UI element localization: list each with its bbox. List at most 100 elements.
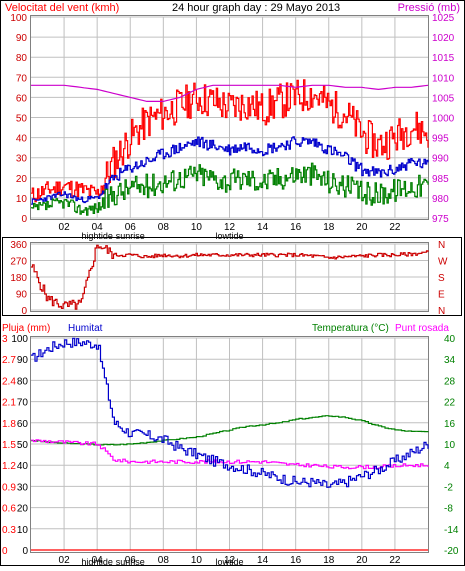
pressure-y-tick: 1005 xyxy=(432,93,455,104)
wind-label: Velocitat del vent (kmh) xyxy=(5,2,119,14)
event-label-humidity: lowtide xyxy=(215,557,243,566)
direction-y-tick: 180 xyxy=(10,273,27,284)
pressure-line xyxy=(31,84,429,102)
x-tick-label-wind: 02 xyxy=(59,222,71,233)
direction-y-tick: 270 xyxy=(10,257,27,268)
direction-y-tick: 360 xyxy=(10,240,27,251)
temperature-y-tick: 28 xyxy=(444,376,456,387)
x-tick-label-humidity: 22 xyxy=(389,555,401,566)
dewpoint-line xyxy=(31,439,429,470)
rain-y-tick: 2.1 xyxy=(2,398,16,409)
x-tick-label-wind: 04 xyxy=(92,222,104,233)
direction-y-tick: 0 xyxy=(21,306,27,317)
wind-direction-line xyxy=(31,244,429,310)
temperature-y-tick: 22 xyxy=(444,398,456,409)
direction-letter: E xyxy=(438,290,445,301)
x-tick-label-wind: 16 xyxy=(290,222,302,233)
x-tick-label-humidity: 16 xyxy=(290,555,302,566)
rain-y-tick: 0.3 xyxy=(2,525,16,536)
wind-y-tick: 30 xyxy=(16,154,28,165)
x-tick-label-humidity: 04 xyxy=(92,555,104,566)
temperature-y-tick: 34 xyxy=(444,355,456,366)
humidity-y-tick: 30 xyxy=(17,482,29,493)
wind-y-tick: 40 xyxy=(16,134,28,145)
humidity-line xyxy=(31,337,429,488)
x-tick-label-wind: 22 xyxy=(389,222,401,233)
temperature-y-tick: -20 xyxy=(444,546,459,557)
direction-letter: S xyxy=(438,273,445,284)
humidity-y-tick: 50 xyxy=(17,440,29,451)
wind-y-tick: 0 xyxy=(21,214,27,225)
rain-y-tick: 0 xyxy=(2,546,8,557)
x-tick-label-wind: 20 xyxy=(356,222,368,233)
humidity-y-tick: 0 xyxy=(22,546,28,557)
rain-y-tick: 0.9 xyxy=(2,482,16,493)
pressure-y-tick: 1020 xyxy=(432,33,455,44)
x-tick-label-wind: 06 xyxy=(125,222,137,233)
event-label-wind: lowtide xyxy=(215,231,243,241)
x-tick-label-humidity: 12 xyxy=(224,555,236,566)
x-tick-label-humidity: 14 xyxy=(257,555,269,566)
wind-minimum-line xyxy=(31,162,429,216)
pressure-y-tick: 985 xyxy=(432,174,449,185)
pressure-y-tick: 975 xyxy=(432,214,449,225)
humidity-y-tick: 100 xyxy=(11,334,28,345)
direction-letter: N xyxy=(438,240,445,251)
temperature-y-tick: 10 xyxy=(444,440,456,451)
wind-y-tick: 10 xyxy=(16,194,28,205)
rain-y-tick: 1.8 xyxy=(2,419,16,430)
humidity-y-tick: 10 xyxy=(17,525,29,536)
wind-y-tick: 60 xyxy=(16,93,28,104)
event-label-wind: sunrise xyxy=(116,231,145,241)
graph-title: 24 hour graph day : 29 Mayo 2013 xyxy=(172,2,340,14)
wind-average-line xyxy=(31,136,429,205)
x-tick-label-wind: 10 xyxy=(191,222,203,233)
wind-y-tick: 100 xyxy=(10,13,27,24)
direction-y-tick: 90 xyxy=(16,290,28,301)
axis-layer: 0202040406060808101012121414161618182020… xyxy=(2,13,459,567)
humidity-y-tick: 20 xyxy=(17,504,29,515)
temperature-y-tick: 4 xyxy=(444,461,450,472)
wind-y-tick: 90 xyxy=(16,33,28,44)
humidity-y-tick: 90 xyxy=(17,355,29,366)
pressure-y-tick: 1000 xyxy=(432,114,455,125)
series-layer xyxy=(31,79,429,551)
x-tick-label-humidity: 06 xyxy=(125,555,137,566)
pressure-y-tick: 990 xyxy=(432,154,449,165)
humidity-y-tick: 70 xyxy=(17,398,29,409)
x-tick-label-humidity: 20 xyxy=(356,555,368,566)
x-tick-label-wind: 18 xyxy=(323,222,335,233)
pressure-y-tick: 995 xyxy=(432,134,449,145)
dewpoint-label: Punt rosada xyxy=(395,323,449,334)
temperature-y-tick: 16 xyxy=(444,419,456,430)
temperature-y-tick: 40 xyxy=(444,334,456,345)
pressure-y-tick: 980 xyxy=(432,194,449,205)
temperature-label: Temperatura (°C) xyxy=(312,323,389,334)
wind-gust-line xyxy=(31,79,429,203)
pressure-y-tick: 1015 xyxy=(432,53,455,64)
rain-y-tick: 3 xyxy=(2,334,8,345)
x-tick-label-humidity: 08 xyxy=(158,555,170,566)
direction-box xyxy=(2,237,462,316)
x-tick-label-humidity: 02 xyxy=(59,555,71,566)
pressure-label: Pressió (mb) xyxy=(398,2,460,14)
humidity-y-tick: 60 xyxy=(17,419,29,430)
humidity-y-tick: 40 xyxy=(17,461,29,472)
humidity-y-tick: 80 xyxy=(17,376,29,387)
wind-y-tick: 20 xyxy=(16,174,28,185)
pressure-y-tick: 1025 xyxy=(432,13,455,24)
pressure-y-tick: 1010 xyxy=(432,73,455,84)
direction-letter: N xyxy=(438,306,445,317)
event-label-wind: hightide xyxy=(81,231,113,241)
x-tick-label-humidity: 18 xyxy=(323,555,335,566)
x-tick-label-wind: 12 xyxy=(224,222,236,233)
event-label-humidity: hightide xyxy=(81,557,113,566)
rain-y-tick: 2.7 xyxy=(2,355,16,366)
temperature-y-tick: -8 xyxy=(444,504,453,515)
humidity-label: Humitat xyxy=(68,323,103,334)
rain-label: Pluja (mm) xyxy=(2,323,50,334)
rain-y-tick: 0.6 xyxy=(2,504,16,515)
temperature-y-tick: -14 xyxy=(444,525,459,536)
